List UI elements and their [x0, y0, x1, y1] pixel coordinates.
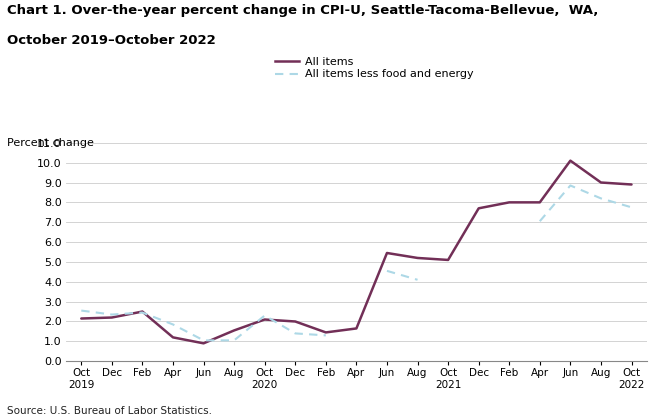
Legend: All items, All items less food and energy: All items, All items less food and energ…: [275, 57, 473, 79]
Text: October 2019–October 2022: October 2019–October 2022: [7, 34, 215, 47]
Text: Source: U.S. Bureau of Labor Statistics.: Source: U.S. Bureau of Labor Statistics.: [7, 406, 212, 416]
Text: Percent change: Percent change: [7, 138, 94, 148]
Text: Chart 1. Over-the-year percent change in CPI-U, Seattle-Tacoma-Bellevue,  WA,: Chart 1. Over-the-year percent change in…: [7, 4, 598, 17]
